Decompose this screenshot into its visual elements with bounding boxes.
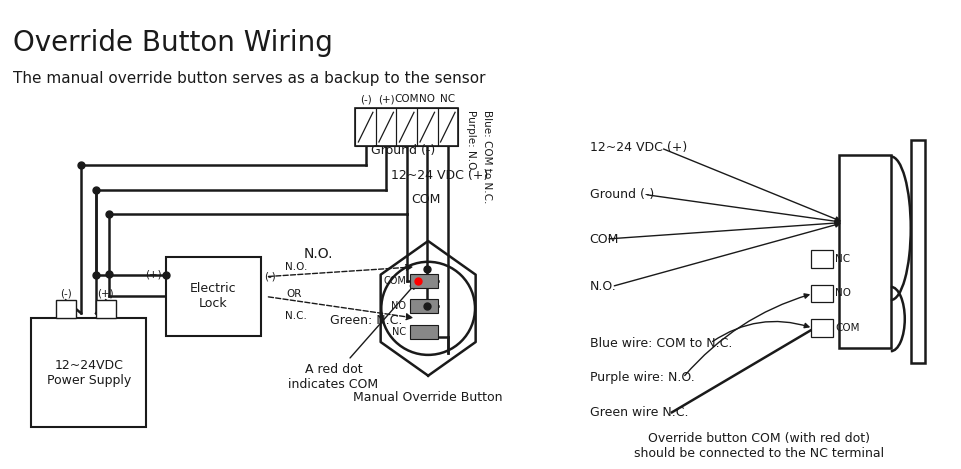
Bar xyxy=(56,301,76,318)
Bar xyxy=(376,108,396,146)
Text: Ground (-): Ground (-) xyxy=(589,188,653,201)
Text: (+): (+) xyxy=(145,270,161,280)
Text: N.O.: N.O. xyxy=(304,247,333,261)
Bar xyxy=(32,318,146,427)
Text: N.O.: N.O. xyxy=(589,280,616,293)
Bar xyxy=(96,301,115,318)
Text: Blue: COM to N.C.: Blue: COM to N.C. xyxy=(481,110,491,204)
Text: 12~24 VDC (+): 12~24 VDC (+) xyxy=(391,168,488,182)
Text: Green: N.C.: Green: N.C. xyxy=(330,314,403,327)
Text: A red dot
indicates COM: A red dot indicates COM xyxy=(288,284,415,391)
Text: 12~24VDC
Power Supply: 12~24VDC Power Supply xyxy=(46,359,131,387)
Text: Ground (-): Ground (-) xyxy=(370,144,434,157)
Text: Override Button Wiring: Override Button Wiring xyxy=(13,29,333,57)
Text: COM: COM xyxy=(382,276,406,286)
Text: Override button COM (with red dot)
should be connected to the NC terminal: Override button COM (with red dot) shoul… xyxy=(633,432,883,460)
Text: Manual Override Button: Manual Override Button xyxy=(353,391,503,403)
Bar xyxy=(355,108,457,146)
Bar xyxy=(409,274,437,287)
Bar xyxy=(838,155,890,348)
Text: (+): (+) xyxy=(97,288,114,298)
Text: COM: COM xyxy=(394,94,419,105)
Bar xyxy=(416,108,437,146)
Bar xyxy=(437,108,457,146)
Text: Green wire N.C.: Green wire N.C. xyxy=(589,406,687,419)
Text: Electric
Lock: Electric Lock xyxy=(189,282,236,310)
Text: N.C.: N.C. xyxy=(284,311,307,321)
Bar xyxy=(409,299,437,313)
Bar xyxy=(810,319,832,337)
Bar xyxy=(396,108,416,146)
Text: Purple wire: N.O.: Purple wire: N.O. xyxy=(589,371,694,384)
Text: (+): (+) xyxy=(378,94,394,105)
Text: COM: COM xyxy=(411,193,440,206)
Text: NO: NO xyxy=(391,302,406,311)
Bar xyxy=(810,285,832,303)
Text: COM: COM xyxy=(589,233,619,246)
Text: NO: NO xyxy=(834,288,850,298)
Text: Purple: N.O.: Purple: N.O. xyxy=(465,110,476,173)
Text: NC: NC xyxy=(834,254,850,264)
Text: Blue wire: COM to N.C.: Blue wire: COM to N.C. xyxy=(589,336,731,349)
Text: NC: NC xyxy=(440,94,455,105)
Text: The manual override button serves as a backup to the sensor: The manual override button serves as a b… xyxy=(13,71,485,86)
Text: NC: NC xyxy=(392,327,406,337)
Text: OR: OR xyxy=(286,289,302,299)
Bar xyxy=(409,325,437,339)
Text: 12~24 VDC (+): 12~24 VDC (+) xyxy=(589,142,686,154)
Text: (-): (-) xyxy=(359,94,371,105)
Text: COM: COM xyxy=(834,323,858,333)
Text: (-): (-) xyxy=(60,288,71,298)
Bar xyxy=(355,108,376,146)
Bar xyxy=(910,140,924,363)
Bar xyxy=(165,257,260,336)
Text: (-): (-) xyxy=(263,272,275,282)
Text: N.O.: N.O. xyxy=(284,262,307,272)
Bar xyxy=(810,250,832,268)
Text: NO: NO xyxy=(419,94,434,105)
